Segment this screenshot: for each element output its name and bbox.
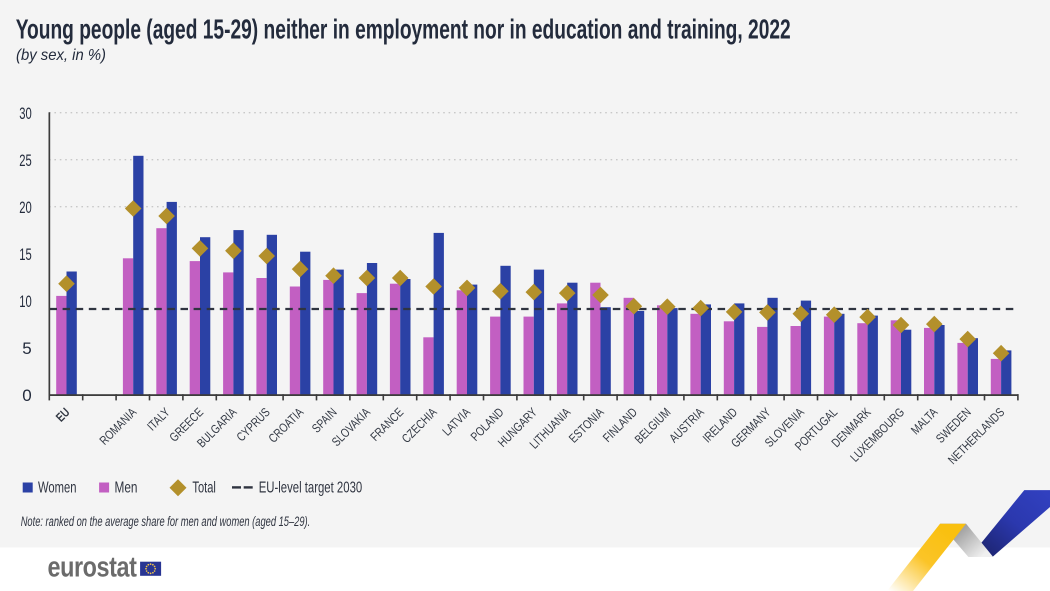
svg-text:Young people (aged 15-29) neit: Young people (aged 15-29) neither in emp… (16, 14, 791, 45)
svg-text:0: 0 (22, 386, 31, 405)
svg-text:eurostat: eurostat (48, 552, 138, 584)
svg-text:Women: Women (38, 480, 77, 497)
svg-text:20: 20 (19, 198, 32, 217)
svg-text:(by sex, in %): (by sex, in %) (16, 47, 106, 64)
svg-text:EU-level target 2030: EU-level target 2030 (259, 480, 363, 497)
svg-text:25: 25 (19, 151, 32, 170)
svg-text:Note: ranked on the average sh: Note: ranked on the average share for me… (21, 514, 311, 529)
svg-text:15: 15 (19, 245, 32, 264)
svg-text:30: 30 (19, 104, 32, 123)
svg-text:Total: Total (192, 480, 216, 497)
svg-text:5: 5 (22, 339, 31, 358)
svg-text:10: 10 (19, 292, 32, 311)
svg-text:Men: Men (115, 480, 138, 497)
